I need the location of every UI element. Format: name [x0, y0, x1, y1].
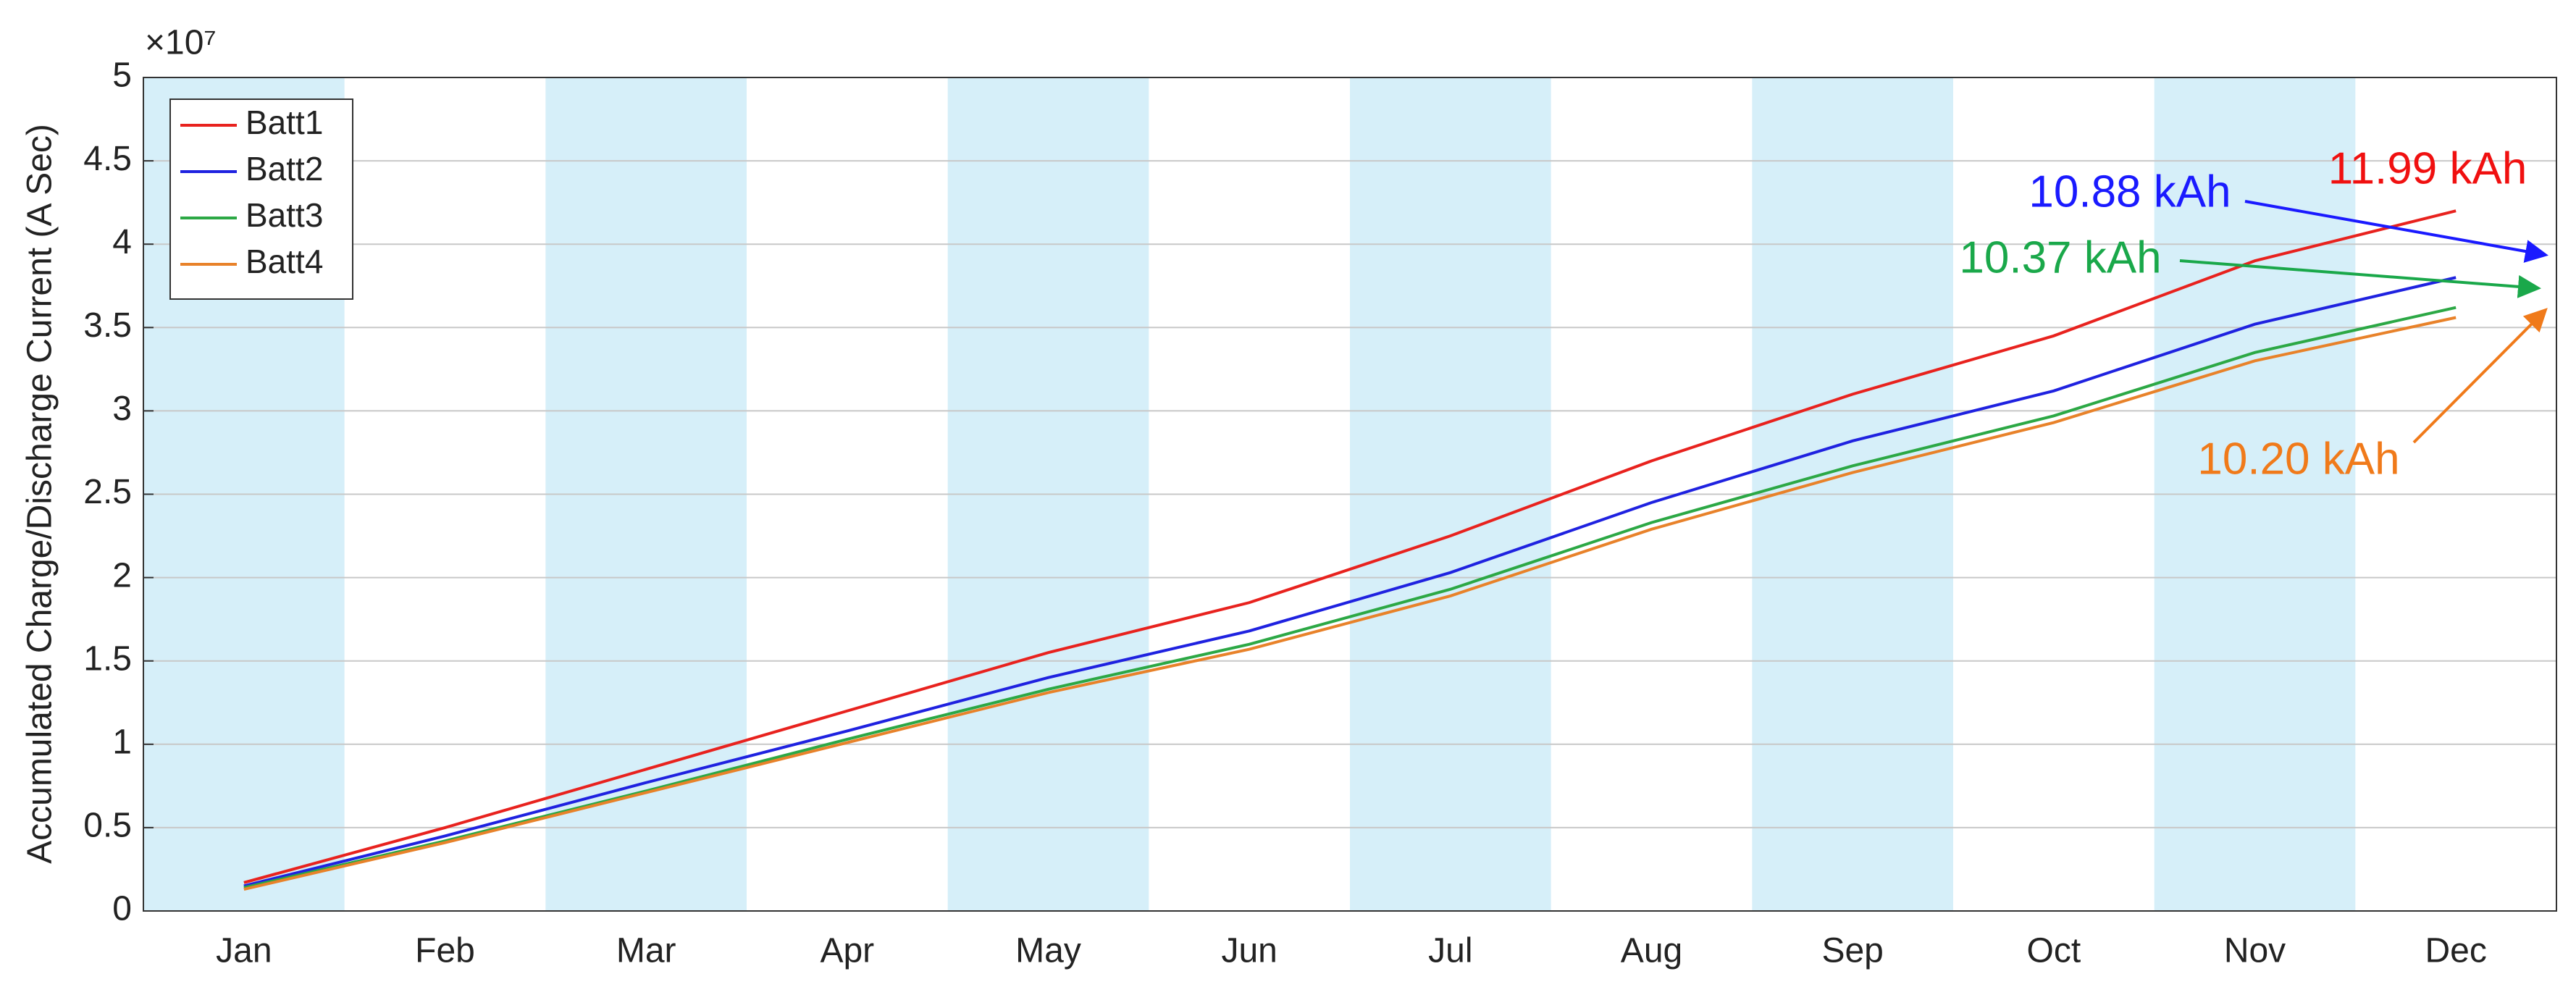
- x-tick-label: Feb: [415, 932, 475, 970]
- legend-label: Batt1: [246, 104, 323, 141]
- x-tick-label: Nov: [2224, 932, 2286, 970]
- annotation-arrow: [2244, 200, 2548, 263]
- series-line: [243, 306, 2457, 889]
- legend-label: Batt4: [246, 243, 323, 280]
- y-tick-label: 3.5: [83, 306, 132, 345]
- y-tick-label: 1: [112, 723, 132, 761]
- series-line: [243, 276, 2457, 888]
- y-tick-label: 2: [112, 556, 132, 595]
- y-tick-label: 0: [112, 890, 132, 928]
- annotation: 10.88 kAh: [2029, 167, 2231, 217]
- annotation: 10.37 kAh: [1959, 232, 2161, 282]
- legend-label: Batt3: [246, 196, 323, 234]
- x-tick-label: May: [1015, 932, 1081, 970]
- y-tick-label: 4: [112, 223, 132, 261]
- x-tick-label: Oct: [2026, 932, 2081, 970]
- legend-label: Batt2: [246, 150, 323, 188]
- plot-frame: [143, 77, 2557, 912]
- annotation-arrow: [2179, 259, 2541, 298]
- x-tick-label: Jul: [1428, 932, 1472, 970]
- y-axis-label: Accumulated Charge/Discharge Current (A …: [21, 124, 59, 864]
- series-line: [243, 209, 2457, 884]
- y-multiplier: ×10⁷: [145, 24, 217, 62]
- y-tick-label: 4.5: [83, 140, 132, 178]
- x-tick-label: Jan: [216, 932, 272, 970]
- series-line: [243, 316, 2457, 891]
- x-tick-label: Mar: [616, 932, 676, 970]
- x-tick-label: Sep: [1821, 932, 1883, 970]
- y-tick-label: 3: [112, 390, 132, 428]
- x-tick-label: Jun: [1221, 932, 1277, 970]
- x-tick-label: Dec: [2425, 932, 2486, 970]
- y-tick-label: 1.5: [83, 639, 132, 678]
- x-tick-label: Apr: [820, 932, 874, 970]
- y-tick-label: 0.5: [83, 807, 132, 845]
- x-tick-label: Aug: [1621, 932, 1682, 970]
- y-tick-label: 5: [112, 56, 132, 95]
- annotation: 11.99 kAh: [2328, 143, 2527, 193]
- annotation: 10.20 kAh: [2197, 434, 2399, 484]
- annotation-arrow: [2412, 308, 2548, 444]
- y-tick-label: 2.5: [83, 473, 132, 511]
